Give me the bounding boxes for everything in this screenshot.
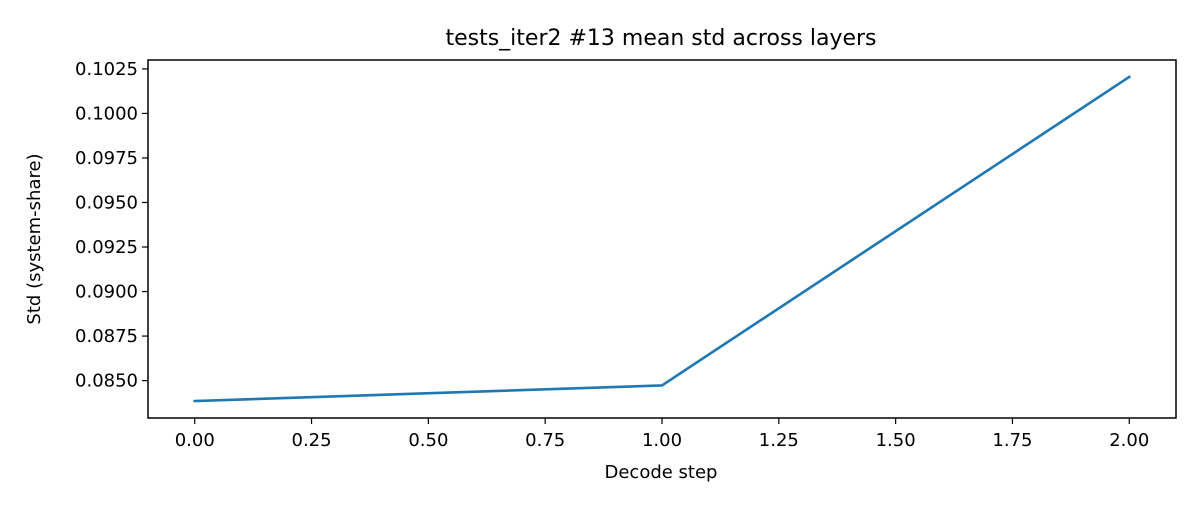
- x-tick-label: 0.00: [175, 430, 215, 451]
- series-line: [193, 75, 1132, 403]
- y-tick-label: 0.1000: [75, 103, 138, 124]
- y-tick-label: 0.0975: [75, 148, 138, 169]
- x-tick-label: 1.00: [642, 430, 682, 451]
- plot-lines: [193, 75, 1132, 403]
- x-tick-label: 0.25: [292, 430, 332, 451]
- chart-title: tests_iter2 #13 mean std across layers: [445, 26, 876, 51]
- y-tick-label: 0.0900: [75, 282, 138, 303]
- y-axis-ticks: 0.0850 0.0875 0.0900 0.0925 0.0950 0.0975 0.10…: [75, 59, 148, 392]
- axes-frame: [147, 59, 1177, 419]
- x-tick-label: 2.00: [1109, 430, 1149, 451]
- x-axis-ticks: 0.00 0.25 0.50 0.75 1.00 1.25 1.50 1.75 2.00: [175, 418, 1149, 451]
- y-tick-label: 0.0850: [75, 371, 138, 392]
- x-tick-label: 0.75: [525, 430, 565, 451]
- y-tick-label: 0.1025: [75, 59, 138, 80]
- y-axis-label: Std (system-share): [24, 153, 45, 324]
- y-tick-label: 0.0875: [75, 326, 138, 347]
- x-axis-label: Decode step: [604, 462, 717, 483]
- x-tick-label: 1.25: [759, 430, 799, 451]
- y-tick-label: 0.0950: [75, 192, 138, 213]
- x-tick-label: 0.50: [408, 430, 448, 451]
- y-tick-label: 0.0925: [75, 237, 138, 258]
- x-tick-label: 1.75: [992, 430, 1032, 451]
- x-tick-label: 1.50: [876, 430, 916, 451]
